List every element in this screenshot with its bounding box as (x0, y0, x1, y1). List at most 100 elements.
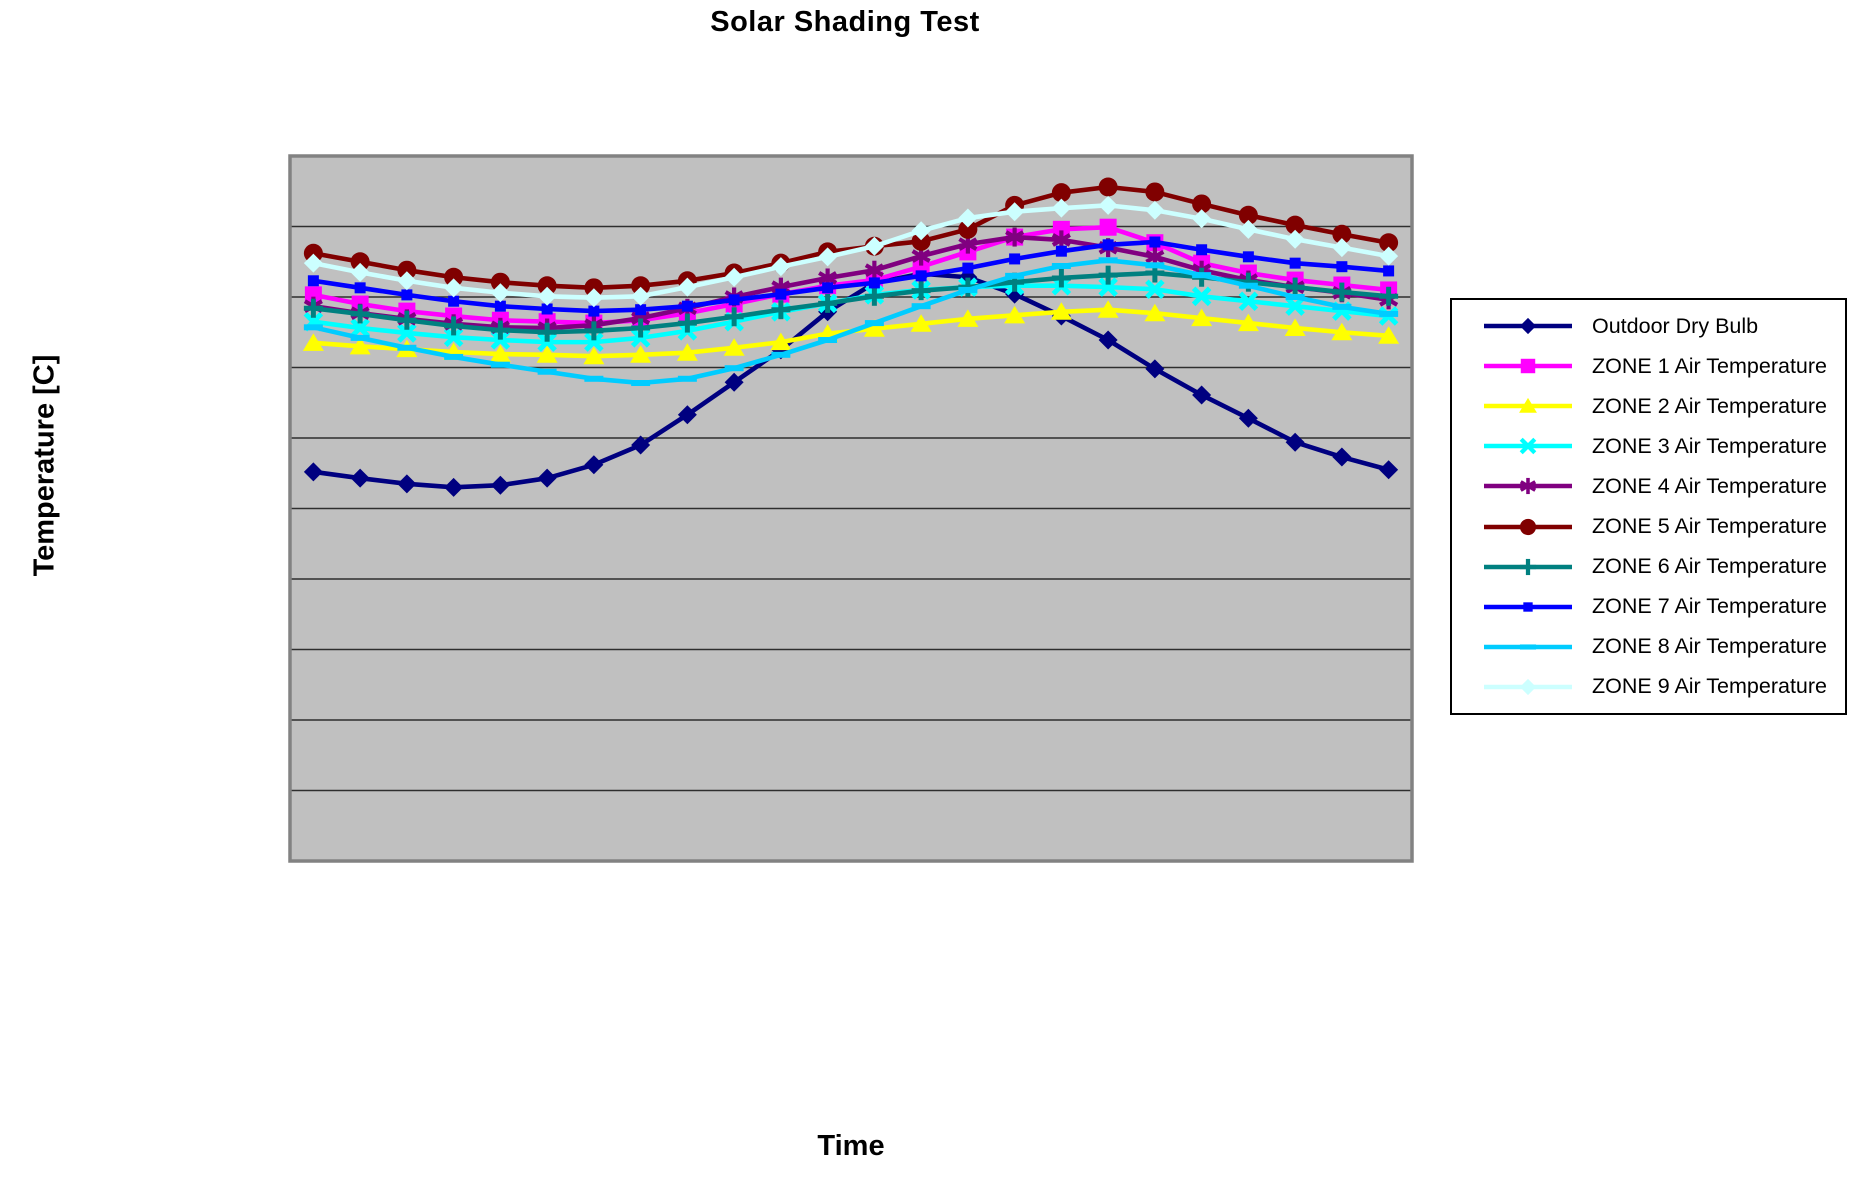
legend-item-outdoor-dry-bulb: Outdoor Dry Bulb (1478, 312, 1839, 340)
dash-marker-icon (1379, 310, 1399, 317)
series-line-zone-7-air-temperature (313, 239, 1389, 314)
dash-marker-icon (911, 303, 931, 310)
plus-marker-icon (677, 313, 697, 333)
diamond-marker-icon (1519, 317, 1537, 335)
diamond-marker-icon (1379, 246, 1399, 266)
square-small-marker-icon (822, 282, 834, 294)
x-marker-icon (584, 332, 604, 352)
dash-marker-icon (724, 365, 744, 372)
square-small-marker-icon (1336, 261, 1348, 273)
legend-item-zone-3-air-temperature: ZONE 3 Air Temperature (1478, 432, 1839, 460)
plus-marker-icon (537, 322, 557, 342)
diamond-marker-icon (1238, 408, 1258, 428)
diamond-marker-icon (584, 455, 604, 475)
diamond-marker-icon (303, 253, 323, 273)
dash-marker-icon (1332, 303, 1352, 310)
diamond-marker-icon (631, 286, 651, 306)
dash-marker-icon (958, 286, 978, 293)
plus-marker-icon (1379, 286, 1399, 306)
legend-item-zone-9-air-temperature: ZONE 9 Air Temperature (1478, 673, 1839, 701)
dash-marker-icon (631, 380, 651, 387)
triangle-marker-icon (536, 345, 558, 363)
dash-marker-icon (1285, 294, 1305, 300)
legend-label-zone-4-air-temperature: ZONE 4 Air Temperature (1592, 473, 1827, 498)
circle-marker-icon (1379, 233, 1399, 253)
asterisk-marker-icon (864, 260, 884, 280)
diamond-marker-icon (350, 262, 370, 282)
dash-marker-icon (1238, 282, 1258, 289)
square-small-marker-icon (868, 277, 880, 289)
dash-marker-icon (1145, 262, 1165, 269)
diamond-marker-icon (911, 221, 931, 241)
x-marker-icon (537, 332, 557, 352)
circle-marker-icon (1145, 182, 1165, 202)
plus-marker-icon (350, 304, 370, 324)
dash-marker-icon (1519, 644, 1537, 650)
dash-marker-icon (490, 361, 510, 368)
triangle-marker-icon (1519, 398, 1537, 414)
legend-label-zone-1-air-temperature: ZONE 1 Air Temperature (1592, 353, 1827, 378)
plus-marker-icon (631, 318, 651, 338)
square-small-marker-icon (1009, 253, 1021, 265)
series-zone-9-air-temperature (303, 195, 1399, 308)
plus-marker-icon (771, 300, 791, 320)
square-marker-icon (1520, 358, 1536, 374)
diamond-marker-icon (771, 257, 791, 277)
circle-marker-icon (397, 260, 417, 280)
circle-marker-icon (1098, 177, 1118, 197)
square-marker-icon (304, 286, 322, 304)
diamond-marker-icon (958, 208, 978, 228)
square-marker-icon (1099, 218, 1117, 236)
square-small-marker-icon (1149, 236, 1161, 248)
legend-item-zone-6-air-temperature: ZONE 6 Air Temperature (1478, 553, 1839, 581)
dash-marker-icon (584, 375, 604, 382)
diamond-marker-icon (1519, 678, 1537, 695)
triangle-marker-icon (302, 333, 324, 351)
square-small-marker-icon (728, 294, 740, 306)
square-small-marker-icon (635, 304, 647, 316)
plus-marker-icon (1051, 268, 1071, 288)
diamond-marker-icon (724, 267, 744, 287)
triangle-marker-icon (1237, 313, 1259, 332)
series-zone-7-air-temperature (307, 236, 1395, 317)
triangle-marker-icon (583, 346, 605, 365)
diamond-marker-icon (631, 435, 651, 455)
legend-swatch-zone-5-air-temperature (1484, 518, 1572, 535)
circle-marker-icon (1051, 183, 1071, 203)
plot-border (288, 154, 1414, 863)
diamond-marker-icon (677, 277, 697, 297)
x-marker-icon (490, 330, 511, 350)
plus-marker-icon (1285, 277, 1305, 297)
diamond-marker-icon (864, 236, 884, 256)
circle-marker-icon (490, 272, 510, 292)
series-line-zone-4-air-temperature (313, 234, 1389, 331)
x-axis-title: Time (817, 1130, 885, 1162)
legend-swatch-zone-4-air-temperature (1484, 478, 1572, 495)
circle-marker-icon (1332, 224, 1352, 244)
dash-marker-icon (818, 337, 838, 344)
diamond-marker-icon (537, 468, 557, 488)
square-small-marker-icon (541, 303, 553, 315)
diamond-marker-icon (1051, 198, 1071, 218)
diamond-marker-icon (1145, 200, 1165, 220)
circle-marker-icon (631, 276, 651, 296)
diamond-marker-icon (1379, 460, 1399, 480)
dash-marker-icon (864, 320, 884, 327)
circle-marker-icon (911, 231, 931, 251)
square-small-marker-icon (307, 275, 319, 287)
square-small-marker-icon (1102, 239, 1114, 251)
diamond-marker-icon (444, 477, 464, 497)
legend-item-zone-2-air-temperature: ZONE 2 Air Temperature (1478, 392, 1839, 420)
circle-marker-icon (1519, 518, 1537, 535)
legend-label-zone-7-air-temperature: ZONE 7 Air Temperature (1592, 594, 1827, 619)
diamond-marker-icon (537, 286, 557, 306)
triangle-marker-icon (1097, 300, 1119, 318)
triangle-marker-icon (676, 343, 698, 361)
legend-label-zone-3-air-temperature: ZONE 3 Air Temperature (1592, 433, 1827, 458)
diamond-marker-icon (1332, 238, 1352, 258)
legend-item-zone-5-air-temperature: ZONE 5 Air Temperature (1478, 513, 1839, 541)
x-marker-icon (630, 328, 651, 348)
x-marker-icon (1238, 291, 1259, 311)
diamond-marker-icon (1145, 359, 1165, 379)
